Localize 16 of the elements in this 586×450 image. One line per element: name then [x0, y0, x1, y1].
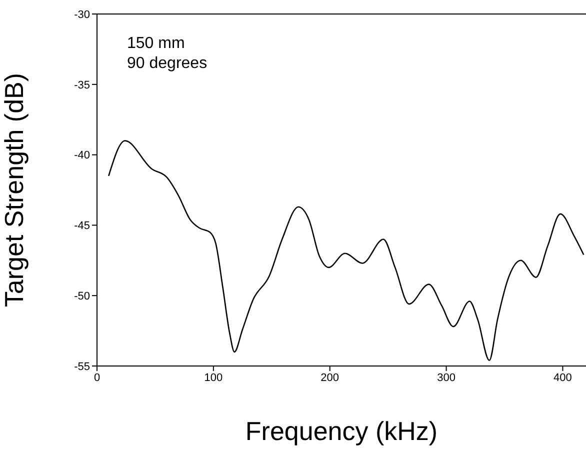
line-series	[108, 140, 584, 362]
x-tick-label: 400	[554, 372, 572, 384]
y-tick-label: -40	[74, 150, 90, 162]
y-tick-label: -50	[74, 290, 90, 303]
x-tick-label: 100	[204, 372, 223, 384]
x-tick-label: 200	[320, 372, 340, 384]
y-axis-title: Target Strength (dB)	[0, 72, 30, 308]
annotation: 150 mm	[127, 34, 185, 54]
x-tick-label: 0	[94, 372, 100, 384]
y-tick-label: -45	[74, 220, 90, 232]
y-tick-label: -35	[74, 79, 90, 92]
x-axis-title: Frequency (kHz)	[245, 416, 438, 446]
annotation: 90 degrees	[127, 54, 208, 74]
x-tick-label: 300	[437, 372, 456, 384]
y-tick-label: -30	[74, 8, 90, 21]
y-tick-label: -55	[74, 360, 90, 373]
